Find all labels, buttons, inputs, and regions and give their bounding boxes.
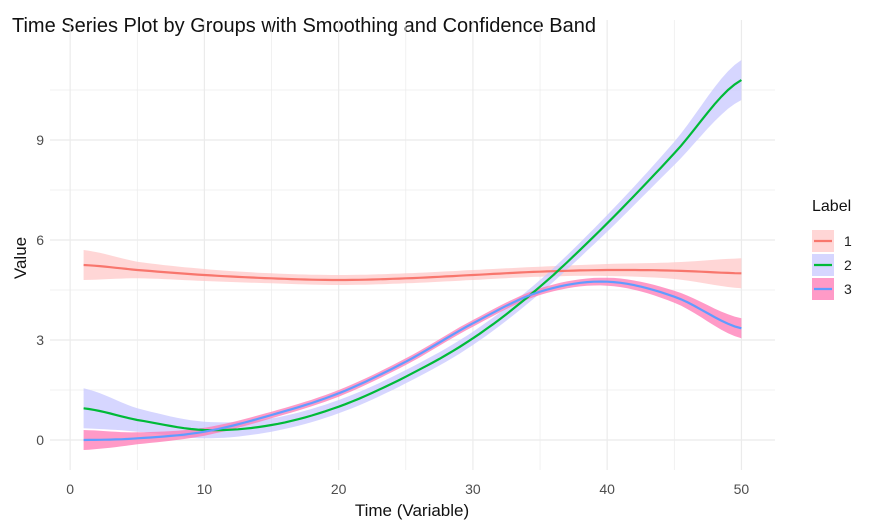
legend: Label 1 2 3 [812,198,852,300]
legend-label: 2 [844,257,852,273]
x-tick-label: 0 [66,481,74,497]
x-tick-label: 10 [197,481,213,497]
y-tick-label: 3 [36,332,44,348]
series-line-3 [83,280,742,442]
x-tick-label: 50 [734,481,750,497]
x-axis-label: Time (Variable) [355,501,469,520]
confidence-band-2 [83,60,742,439]
chart-title: Time Series Plot by Groups with Smoothin… [12,15,596,37]
legend-title: Label [812,198,851,215]
x-tick-label: 40 [599,481,615,497]
y-tick-label: 0 [36,432,44,448]
y-axis-label: Value [11,237,30,279]
confidence-band-3 [83,277,742,450]
legend-label: 1 [844,233,852,249]
series-line-1 [83,263,742,282]
y-tick-label: 9 [36,132,44,148]
legend-label: 3 [844,281,852,297]
confidence-band-1 [83,250,742,289]
x-axis-ticks: 0 10 20 30 40 50 [66,481,749,497]
series-lines [83,79,743,442]
series-line-2 [83,79,743,432]
x-tick-label: 20 [331,481,347,497]
y-axis-ticks: 0 3 6 9 [36,132,44,448]
confidence-bands [83,60,742,450]
x-tick-label: 30 [465,481,481,497]
y-tick-label: 6 [36,232,44,248]
grid [50,20,775,470]
